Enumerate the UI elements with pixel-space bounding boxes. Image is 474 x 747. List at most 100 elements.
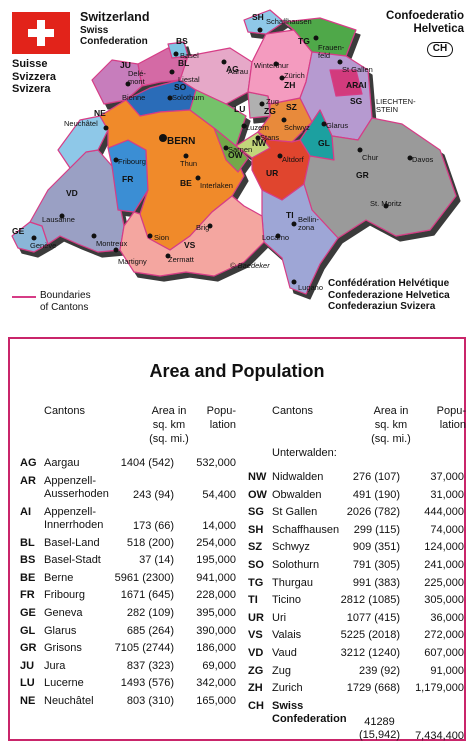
svg-text:UR: UR (266, 168, 278, 178)
svg-text:SH: SH (252, 12, 264, 22)
header-cantons-right: Cantons (272, 405, 313, 417)
table-row: ZH Zurich 1729 (668) 1,179,000 (246, 682, 464, 700)
canton-population: 607,000 (424, 646, 464, 659)
canton-name: Grisons (44, 642, 82, 655)
table-row: SO Solothurn 791 (305) 241,000 (246, 559, 464, 577)
table-right-column: Cantons Area in sq. km (sq. mi.) Popu-lati… (246, 405, 466, 747)
canton-area: 5225 (2018) (340, 629, 400, 642)
table-row: VS Valais 5225 (2018) 272,000 (246, 629, 464, 647)
canton-area: 173 (66) (133, 519, 174, 532)
svg-text:AG: AG (226, 64, 239, 74)
svg-text:Zermatt: Zermatt (168, 255, 195, 264)
table-row: TG Thurgau 991 (383) 225,000 (246, 577, 464, 595)
canton-code: JU (20, 659, 35, 672)
region-neuchatel (57, 115, 109, 169)
canton-code: GE (20, 606, 36, 619)
canton-area: 2026 (782) (346, 506, 400, 519)
canton-area: 1404 (542) (120, 457, 174, 469)
canton-name: Jura (44, 659, 66, 672)
canton-name: Geneva (44, 606, 83, 619)
canton-area: 518 (200) (126, 536, 174, 549)
legend-label: Boundaries of Cantons (40, 290, 120, 313)
svg-text:Winterthur: Winterthur (254, 61, 289, 70)
svg-text:ZG: ZG (264, 106, 276, 116)
table-row: JU Jura 837 (323) 69,000 (18, 660, 236, 678)
legend-line-2: of Cantons (40, 301, 89, 313)
canton-population: 37,000 (430, 471, 464, 483)
canton-area: 41289 (15,942) (359, 715, 400, 742)
canton-area: 243 (94) (133, 488, 174, 501)
svg-text:Lausanne: Lausanne (42, 215, 75, 224)
table-row: NW Nidwalden 276 (107) 37,000 (246, 471, 464, 489)
svg-text:Frauen-: Frauen- (318, 43, 345, 52)
canton-name: Solothurn (272, 558, 320, 571)
canton-area: 282 (109) (126, 606, 174, 619)
svg-text:Genève: Genève (30, 241, 56, 250)
svg-text:Martigny: Martigny (118, 257, 147, 266)
left-header: Cantons Area in sq. km (sq. mi.) Popu-lati… (18, 405, 236, 457)
canton-code: NW (248, 471, 267, 483)
canton-code: AI (20, 505, 31, 518)
canton-population: 195,000 (196, 554, 236, 567)
svg-text:Schwyz: Schwyz (284, 123, 310, 132)
canton-name: Lucerne (44, 677, 84, 690)
canton-name: Zurich (272, 682, 303, 695)
canton-population: 532,000 (196, 457, 236, 469)
official-name-1: Confédération Helvétique (328, 278, 450, 289)
canton-name: Nidwalden (272, 471, 324, 483)
canton-area: 3212 (1240) (340, 646, 400, 659)
canton-area: 1493 (576) (120, 677, 174, 690)
table-row: UR Uri 1077 (415) 36,000 (246, 612, 464, 630)
svg-text:GR: GR (356, 170, 369, 180)
unterwalden-label: Unterwalden: (272, 447, 337, 459)
canton-name: Vaud (272, 646, 297, 659)
table-row: GR Grisons 7105 (2744) 186,000 (18, 642, 236, 660)
canton-population: 941,000 (196, 571, 236, 584)
svg-text:Basel: Basel (180, 51, 199, 60)
canton-area: 1077 (415) (346, 611, 400, 624)
official-name-3: Confederaziun Svizera (328, 301, 436, 312)
canton-area: 7105 (2744) (114, 642, 174, 655)
canton-area: 5961 (2300) (114, 571, 174, 584)
official-name-2: Confederazione Helvetica (328, 289, 450, 301)
canton-area: 685 (264) (126, 624, 174, 637)
svg-text:SZ: SZ (286, 102, 297, 112)
svg-text:Sarnen: Sarnen (228, 145, 252, 154)
table-row-total: CH Swiss Confederation 41289 (15,942) 7,434,4… (246, 700, 464, 747)
svg-text:Bellin-: Bellin- (298, 215, 319, 224)
canton-name: Obwalden (272, 488, 322, 501)
canton-population: 74,000 (430, 523, 464, 536)
canton-area: 909 (351) (352, 541, 400, 554)
canton-area: 837 (323) (126, 659, 174, 672)
canton-population: 395,000 (196, 606, 236, 619)
canton-population: 54,400 (202, 488, 236, 501)
svg-text:GE: GE (12, 226, 25, 236)
svg-text:STEIN: STEIN (376, 105, 398, 114)
canton-population: 305,000 (424, 594, 464, 607)
svg-text:VD: VD (66, 188, 78, 198)
ch-badge: CH (427, 42, 453, 57)
canton-name: Schaffhausen (272, 523, 340, 536)
canton-population: 1,179,000 (415, 682, 464, 695)
svg-text:Glarus: Glarus (326, 121, 348, 130)
map-title: Switzerland Swiss Confederation (80, 10, 149, 47)
svg-text:Chur: Chur (362, 153, 379, 162)
canton-code: UR (248, 611, 264, 624)
svg-text:FR: FR (122, 174, 133, 184)
header-population-right: Popu-lation (436, 405, 466, 431)
table-row: OW Obwalden 491 (190) 31,000 (246, 489, 464, 507)
lang-romansh: Svizera (12, 83, 51, 96)
svg-text:TI: TI (286, 210, 294, 220)
svg-text:mont: mont (128, 77, 146, 86)
canton-population: 14,000 (202, 519, 236, 532)
svg-text:zona: zona (298, 223, 315, 232)
svg-text:LU: LU (234, 104, 245, 114)
svg-text:NE: NE (94, 108, 106, 118)
svg-text:Brig: Brig (196, 223, 209, 232)
canton-name: Schwyz (272, 541, 310, 554)
latin-line-2: Helvetica (413, 22, 464, 35)
city-names: Schaffhausen Frauen-feld Basel Aarau Winter… (30, 17, 434, 292)
canton-code: CH (248, 699, 264, 712)
svg-text:Altdorf: Altdorf (282, 155, 305, 164)
table-row: SZ Schwyz 909 (351) 124,000 (246, 541, 464, 559)
